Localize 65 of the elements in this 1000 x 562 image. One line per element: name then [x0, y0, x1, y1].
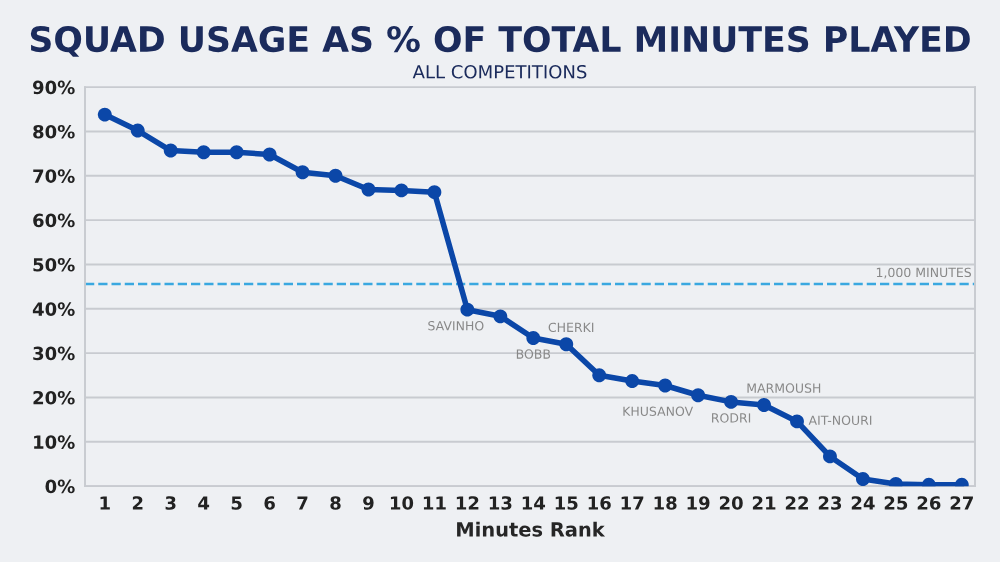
y-tick-label: 80%	[33, 124, 75, 139]
x-tick-label: 17	[621, 496, 644, 510]
point	[790, 414, 804, 429]
x-tick-label: 3	[165, 496, 176, 510]
x-tick-label: 21	[752, 496, 776, 510]
x-tick-label: 18	[654, 496, 677, 510]
point	[295, 165, 310, 180]
x-tick-label: 9	[363, 496, 374, 510]
point	[97, 107, 112, 122]
point	[526, 331, 541, 345]
point	[625, 374, 640, 388]
point	[130, 123, 145, 138]
point	[658, 378, 673, 393]
x-tick-label: 20	[719, 496, 743, 510]
y-tick-label: 90%	[32, 80, 75, 95]
y-tick-label: 10%	[34, 435, 75, 449]
x-tick-label: 26	[917, 496, 941, 510]
point	[229, 145, 244, 160]
x-tick-label: 16	[588, 496, 611, 510]
x-tick-label: 6	[264, 496, 275, 510]
chart-title: SQUAD USAGE AS % OF TOTAL MINUTES PLAYED	[30, 25, 970, 57]
point	[493, 309, 508, 324]
x-tick-label: 2	[132, 496, 143, 510]
chart-subtitle: ALL COMPETITIONS	[412, 64, 587, 79]
x-tick-label: 19	[687, 496, 710, 510]
point	[163, 143, 178, 158]
point	[262, 147, 277, 162]
point	[888, 476, 903, 487]
point	[855, 472, 870, 486]
point	[427, 185, 442, 200]
y-tick-label: 30%	[33, 346, 75, 361]
point	[757, 398, 771, 412]
x-tick-label: 24	[851, 496, 875, 510]
point	[460, 302, 475, 317]
point	[823, 449, 837, 464]
x-tick-label: 25	[884, 496, 908, 510]
x-tick-label: 22	[785, 496, 808, 510]
x-tick-label: 15	[555, 496, 578, 510]
point	[724, 394, 739, 409]
point	[394, 183, 409, 198]
y-tick-label: 0%	[45, 479, 75, 494]
point	[691, 388, 706, 403]
x-tick-label: 10	[390, 496, 414, 510]
x-tick-label: 11	[423, 496, 446, 510]
point	[196, 145, 211, 160]
y-tick-label: 20%	[33, 390, 75, 405]
x-tick-label: 8	[330, 496, 341, 510]
x-tick-label: 14	[522, 496, 546, 510]
x-tick-label: 5	[231, 496, 242, 510]
x-tick-label: 13	[489, 496, 512, 510]
y-tick-label: 50%	[33, 257, 75, 272]
x-tick-label: 27	[950, 496, 973, 510]
x-tick-label: 1	[100, 496, 110, 510]
y-tick-label: 60%	[33, 213, 75, 228]
point	[559, 337, 574, 352]
x-tick-label: 23	[818, 496, 842, 510]
point	[592, 368, 607, 383]
point	[328, 168, 343, 183]
y-tick-label: 70%	[33, 169, 75, 183]
y-tick-label: 40%	[32, 302, 75, 316]
x-tick-label: 12	[456, 496, 479, 510]
x-tick-label: 4	[198, 496, 210, 510]
x-axis-title: Minutes Rank	[457, 521, 606, 537]
point	[361, 182, 376, 197]
x-tick-label: 7	[297, 496, 308, 510]
